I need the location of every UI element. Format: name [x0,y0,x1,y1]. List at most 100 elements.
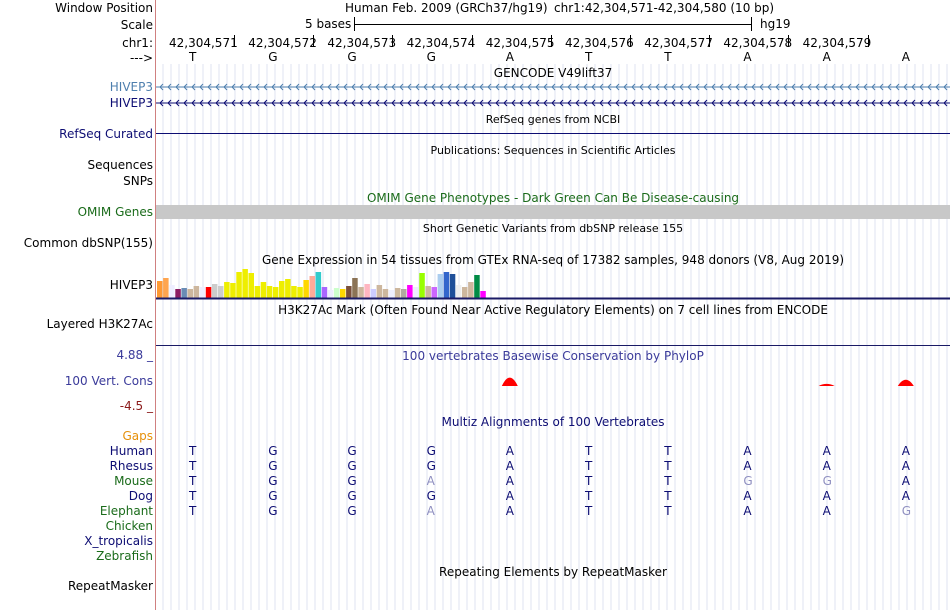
gtex-tissue-bar[interactable] [401,289,407,298]
gtex-tissue-bar[interactable] [303,280,309,298]
gtex-tissue-bar[interactable] [291,286,297,298]
gtex-expression-chart[interactable] [156,266,950,300]
gtex-tissue-bar[interactable] [309,276,316,298]
gtex-tissue-bar[interactable] [175,289,181,298]
gtex-tissue-bar[interactable] [425,286,431,298]
gtex-tissue-bar[interactable] [407,285,413,298]
reference-base[interactable]: A [743,50,752,64]
gtex-tissue-bar[interactable] [224,282,230,298]
reference-base[interactable]: G [426,50,436,64]
ruler-tick [550,35,552,47]
phylop-track-label[interactable]: 100 Vert. Cons [64,374,153,388]
repeatmasker-track-label[interactable]: RepeatMasker [67,579,153,593]
species-label[interactable]: Human [109,444,153,458]
gtex-tissue-bar[interactable] [468,282,474,298]
gtex-tissue-bar[interactable] [358,287,364,298]
gtex-tissue-bar[interactable] [218,286,224,298]
gtex-tissue-bar[interactable] [205,287,212,298]
omim-gene-bar[interactable] [156,205,950,219]
gtex-tissue-bar[interactable] [370,289,377,298]
species-label[interactable]: Elephant [99,504,153,518]
ruler-tick [313,35,315,47]
gtex-tissue-bar[interactable] [382,289,389,298]
reference-base[interactable]: A [901,50,911,64]
gtex-tissue-bar[interactable] [394,288,401,298]
gtex-tissue-bar[interactable] [266,286,273,298]
reference-base[interactable]: G [347,50,357,64]
gtex-tissue-bar[interactable] [236,272,242,298]
gtex-tissue-bar[interactable] [449,274,456,298]
gtex-tissue-bar[interactable] [169,285,175,298]
phylop-score-peak[interactable] [806,383,847,386]
gtex-tissue-bar[interactable] [321,287,328,298]
refseq-track-label[interactable]: RefSeq Curated [59,127,153,141]
gtex-tissue-bar[interactable] [327,290,334,298]
gtex-tissue-bar[interactable] [364,284,370,298]
reference-base[interactable]: A [505,50,515,64]
gencode-track-title: GENCODE V49lift37 [493,66,613,80]
gtex-tissue-bar[interactable] [193,286,200,298]
omim-track-label[interactable]: OMIM Genes [77,205,153,219]
species-label[interactable]: Rhesus [109,459,153,473]
strand-arrow [567,83,572,91]
gencode-gene-label-1[interactable]: HIVEP3 [109,80,153,94]
species-label[interactable]: Dog [128,489,153,503]
gencode-transcript-1[interactable] [156,81,950,93]
gtex-tissue-bar[interactable] [431,287,438,298]
species-label[interactable]: Chicken [105,519,153,533]
phylop-conservation-plot[interactable] [156,360,950,400]
reference-base[interactable]: T [664,50,672,64]
gtex-tissue-bar[interactable] [242,269,248,298]
gtex-tissue-bar[interactable] [480,291,486,298]
gtex-tissue-bar[interactable] [388,290,395,298]
gtex-tissue-bar[interactable] [199,287,206,298]
reference-base[interactable]: A [822,50,831,64]
gtex-tissue-bar[interactable] [157,281,163,298]
gencode-transcript-2[interactable] [156,97,950,109]
gtex-tissue-bar[interactable] [272,287,279,298]
reference-base[interactable]: T [189,50,197,64]
gtex-tissue-bar[interactable] [254,286,261,298]
strand-arrow [895,83,900,91]
gtex-tissue-bar[interactable] [340,289,346,298]
snps-track-label[interactable]: SNPs [123,174,153,188]
gtex-tissue-bar[interactable] [163,278,169,298]
reference-base[interactable]: T [585,50,593,64]
strand-arrow [287,99,292,107]
gtex-tissue-bar[interactable] [462,287,468,298]
gtex-tissue-bar[interactable] [187,289,194,298]
gencode-gene-label-2[interactable]: HIVEP3 [109,96,153,110]
gtex-tissue-bar[interactable] [443,272,450,298]
species-label[interactable]: Zebrafish [96,549,153,563]
reference-base[interactable]: G [268,50,278,64]
gtex-tissue-bar[interactable] [352,278,358,298]
gtex-tissue-bar[interactable] [474,275,480,298]
dbsnp-track-label[interactable]: Common dbSNP(155) [23,236,153,250]
gtex-tissue-bar[interactable] [248,273,255,298]
scale-db: hg19 [760,17,791,31]
gtex-tissue-bar[interactable] [376,285,383,298]
gtex-tissue-bar[interactable] [437,274,444,298]
sequences-track-label[interactable]: Sequences [87,158,153,172]
gtex-tissue-bar[interactable] [315,272,322,298]
phylop-score-peak[interactable] [885,379,926,386]
gaps-track-label[interactable]: Gaps [122,429,153,443]
gtex-tissue-bar[interactable] [230,283,236,298]
gtex-tissue-bar[interactable] [211,284,218,298]
gtex-tissue-bar[interactable] [346,286,352,298]
gtex-tissue-bar[interactable] [297,287,303,298]
h3k27ac-track-label[interactable]: Layered H3K27Ac [46,317,153,331]
gtex-tissue-bar[interactable] [279,281,285,298]
species-label[interactable]: Mouse [114,474,153,488]
gtex-gene-label[interactable]: HIVEP3 [109,278,153,292]
gtex-tissue-bar[interactable] [181,288,187,298]
phylop-score-peak[interactable] [489,377,530,386]
gtex-tissue-bar[interactable] [419,273,425,298]
gtex-tissue-bar[interactable] [285,279,291,298]
refseq-gene-line[interactable] [156,133,950,134]
gtex-tissue-bar[interactable] [260,282,267,298]
gtex-tissue-bar[interactable] [333,288,340,298]
species-label[interactable]: X_tropicalis [84,534,153,548]
gtex-tissue-bar[interactable] [455,285,462,298]
gtex-tissue-bar[interactable] [413,287,419,298]
